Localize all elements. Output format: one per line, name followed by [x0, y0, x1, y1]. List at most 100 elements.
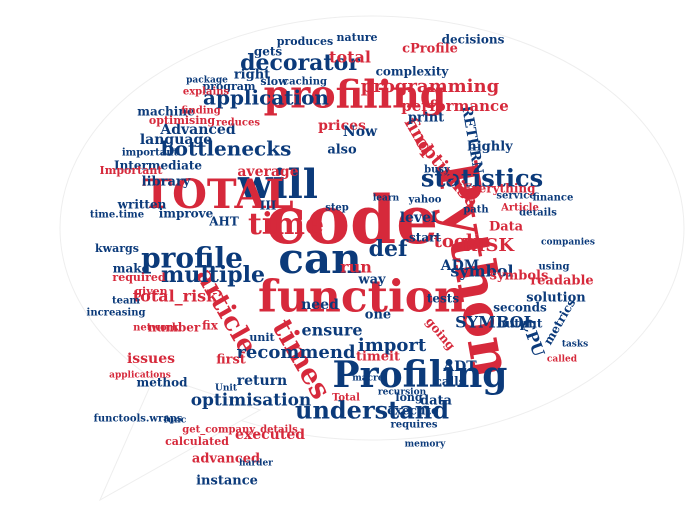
cloud-word: code — [266, 181, 438, 259]
cloud-word: readable — [530, 274, 593, 289]
cloud-word: def — [369, 236, 409, 262]
cloud-word: number — [148, 321, 201, 335]
cloud-word: required — [112, 271, 165, 284]
cloud-word: time.time — [90, 210, 144, 221]
cloud-word: companies — [541, 238, 595, 248]
cloud-word: service — [496, 191, 535, 202]
cloud-word: important — [122, 148, 179, 159]
cloud-word: nature — [337, 31, 378, 44]
cloud-word: time — [248, 207, 324, 242]
cloud-word: package — [186, 76, 228, 86]
cloud-word: instance — [196, 474, 258, 489]
cloud-word: execute — [387, 404, 439, 418]
cloud-word: decisions — [442, 33, 505, 47]
cloud-word: AHT — [208, 215, 239, 229]
cloud-word: run — [340, 258, 372, 277]
cloud-word: import — [358, 335, 427, 356]
cloud-word: called — [547, 355, 578, 365]
cloud-word: performance — [401, 97, 508, 115]
cloud-word: start — [409, 231, 441, 245]
cloud-word: profile — [141, 242, 243, 275]
cloud-word: Total — [332, 393, 360, 404]
cloud-word: kwargs — [95, 242, 139, 255]
cloud-word: understand — [295, 396, 449, 425]
cloud-word: make — [113, 262, 150, 276]
cloud-word: profiling — [264, 72, 447, 117]
cloud-word: data — [420, 394, 453, 409]
cloud-word: library — [142, 175, 191, 190]
cloud-word: prices — [318, 118, 366, 134]
cloud-word: functools.wraps — [94, 414, 183, 425]
cloud-word: machine — [137, 105, 195, 119]
cloud-word: applications — [109, 371, 171, 381]
cloud-word: step — [325, 203, 349, 214]
cloud-word: total — [329, 48, 371, 67]
cloud-word: average — [237, 164, 298, 180]
cloud-word: program — [202, 80, 255, 93]
cloud-word: produces — [277, 35, 333, 48]
cloud-word: given — [134, 285, 167, 298]
cloud-word: learn — [373, 194, 400, 204]
cloud-word: memory — [405, 440, 447, 450]
cloud-word: application — [203, 86, 329, 110]
cloud-word: optimisation — [191, 391, 312, 411]
cloud-word: language — [140, 132, 212, 148]
cloud-word: finding — [181, 106, 221, 117]
cloud-word: III — [260, 199, 277, 213]
cloud-word: issues — [127, 351, 175, 367]
cloud-word: multiple — [161, 262, 265, 288]
cloud-word: Profiling — [333, 354, 508, 396]
cloud-word: network — [133, 323, 180, 334]
cloud-word: details — [519, 208, 557, 219]
cloud-word: Important — [100, 164, 164, 177]
cloud-word: calculated — [165, 435, 229, 448]
cloud-word: level — [400, 210, 437, 226]
cloud-word: advanced — [192, 452, 260, 467]
cloud-word: RISK — [462, 235, 515, 256]
cloud-word: long — [395, 391, 423, 404]
cloud-word: complexity — [376, 65, 450, 79]
cloud-word: team — [112, 296, 140, 307]
cloud-word: highly — [467, 140, 513, 155]
cloud-word: total_risk — [133, 287, 218, 306]
cloud-word: Now — [343, 124, 378, 140]
cloud-word: symbols — [490, 269, 549, 284]
cloud-word: decorator — [240, 50, 360, 76]
cloud-word: can — [278, 234, 361, 283]
cloud-word: also — [327, 143, 357, 158]
cloud-word: solution — [526, 291, 586, 306]
cloud-word: get_company_details — [182, 425, 298, 436]
cloud-word: TOTAL — [142, 171, 293, 218]
cloud-word: optimising — [149, 114, 215, 127]
cloud-word: slow — [260, 75, 288, 88]
cloud-word: print — [408, 111, 444, 126]
cloud-word: Unit — [215, 384, 238, 394]
cloud-word: busy — [424, 165, 451, 176]
cloud-word: symbol — [450, 262, 513, 281]
cloud-word: gets — [254, 45, 283, 59]
cloud-word: function — [258, 272, 466, 323]
cloud-word: path — [463, 205, 489, 216]
cloud-word: Data — [489, 220, 524, 235]
cloud-word: macro — [352, 374, 384, 384]
cloud-word: recursion — [378, 388, 427, 398]
cloud-word: yahoo — [408, 195, 442, 206]
cloud-word: seconds — [493, 301, 547, 315]
speech-bubble-shape — [59, 15, 685, 502]
cloud-word: recommend — [236, 342, 356, 363]
cloud-word: first — [216, 353, 246, 368]
cloud-word: fix — [202, 319, 219, 333]
cloud-word: finance — [533, 193, 574, 204]
cloud-word: improve — [159, 207, 214, 221]
cloud-word: Intermediate — [114, 159, 202, 173]
cloud-word: reduces — [216, 118, 260, 129]
cloud-word: executed — [235, 427, 305, 443]
cloud-word: harder — [239, 459, 273, 469]
cloud-word: SYMBOL — [455, 313, 535, 332]
cloud-word: output — [498, 317, 543, 331]
cloud-word: bottlenecks — [161, 137, 292, 161]
cloud-word: return — [237, 373, 287, 389]
cloud-word: way — [357, 273, 386, 288]
cloud-word: caching — [283, 77, 327, 88]
